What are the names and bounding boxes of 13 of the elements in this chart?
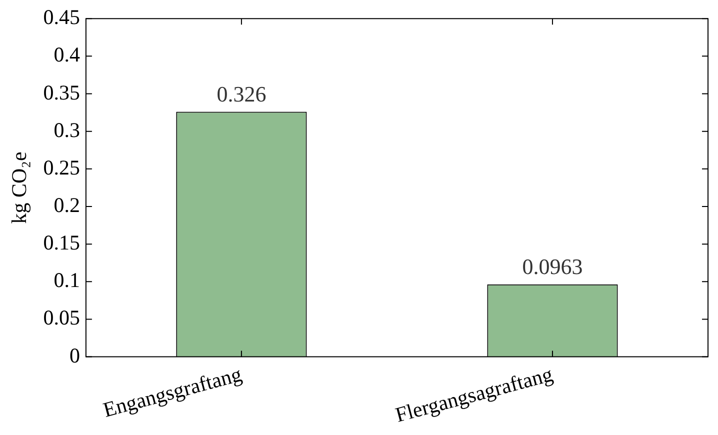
y-tick-label: 0.25 [43, 155, 80, 180]
y-tick-label: 0.1 [54, 268, 80, 292]
y-tick-label: 0.45 [43, 5, 80, 30]
y-axis-title: kg CO₂e [7, 152, 32, 224]
y-tick-label: 0.05 [43, 306, 80, 330]
y-tick-label: 0.15 [43, 230, 80, 255]
y-tick-label: 0.35 [43, 80, 80, 104]
y-tick-label: 0.2 [54, 193, 80, 218]
y-tick-label: 0.4 [54, 42, 80, 67]
data-label: 0.0963 [522, 254, 583, 280]
data-label: 0.326 [216, 82, 266, 107]
y-tick-label: 0 [69, 343, 80, 368]
y-tick-label: 0.3 [54, 118, 80, 142]
